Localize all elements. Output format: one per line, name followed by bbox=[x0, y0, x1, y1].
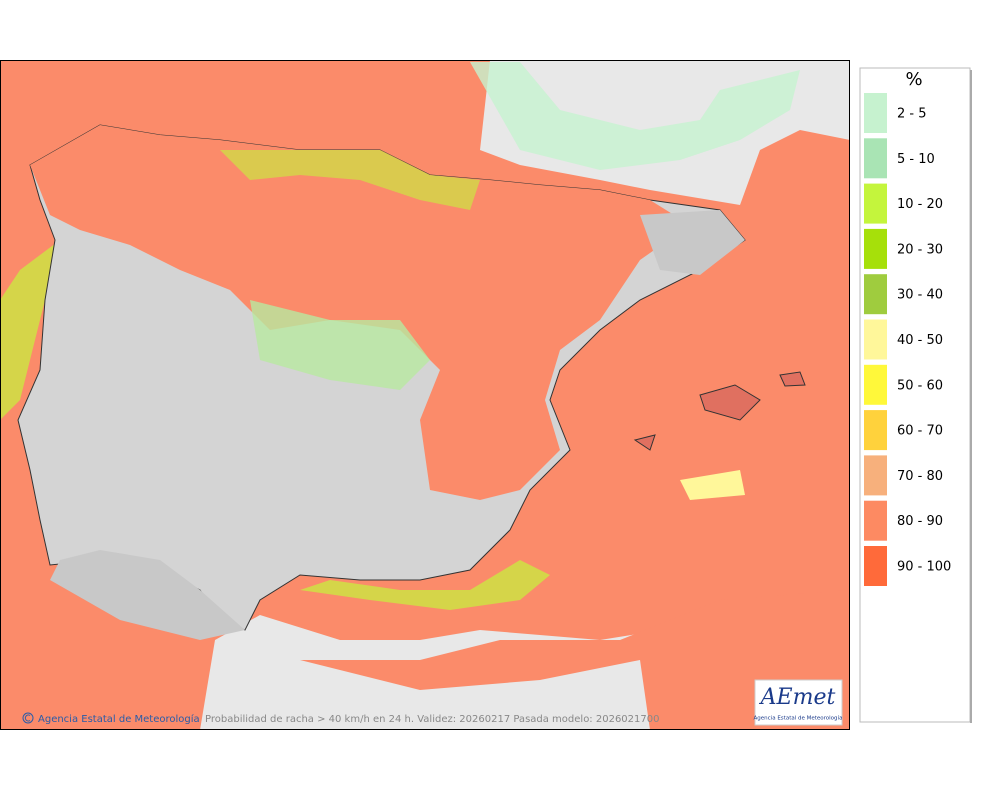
map-frame bbox=[0, 60, 850, 730]
logo-name: AEmet bbox=[759, 685, 836, 710]
sea-patch bbox=[680, 470, 745, 500]
africa-risk bbox=[300, 590, 850, 730]
legend-label: 5 - 10 bbox=[897, 152, 935, 167]
legend-label: 60 - 70 bbox=[897, 424, 943, 439]
logo-subtitle: Agencia Estatal de Meteorología bbox=[754, 715, 843, 722]
legend-swatch bbox=[864, 455, 887, 496]
catalonia bbox=[640, 210, 745, 275]
central-band bbox=[250, 300, 430, 390]
legend-label: 90 - 100 bbox=[897, 560, 951, 575]
france-band bbox=[470, 62, 800, 170]
legend-label: 70 - 80 bbox=[897, 469, 943, 484]
legend-swatch bbox=[864, 138, 887, 179]
legend-swatch bbox=[864, 546, 887, 586]
legend-label: 30 - 40 bbox=[897, 288, 943, 303]
copyright-icon-c bbox=[24, 714, 31, 722]
legend-swatch bbox=[864, 500, 887, 541]
legend-label: 40 - 50 bbox=[897, 333, 943, 348]
legend-swatch bbox=[864, 228, 887, 269]
legend-label: 50 - 60 bbox=[897, 378, 943, 393]
alboran-band bbox=[300, 560, 550, 610]
legend-label: 20 - 30 bbox=[897, 242, 943, 257]
cantabric-band bbox=[220, 150, 480, 210]
legend-swatch bbox=[864, 93, 887, 133]
caption: Probabilidad de racha > 40 km/h en 24 h.… bbox=[205, 714, 659, 725]
map bbox=[0, 60, 850, 730]
balearics bbox=[633, 371, 806, 451]
north-risk bbox=[30, 125, 690, 500]
legend-label: 80 - 90 bbox=[897, 514, 943, 529]
copyright-icon bbox=[22, 712, 34, 724]
legend-swatch bbox=[864, 364, 887, 405]
legend-swatch bbox=[864, 274, 887, 315]
legend-title: % bbox=[905, 69, 922, 90]
legend-swatch bbox=[864, 183, 887, 224]
legend-label: 10 - 20 bbox=[897, 197, 943, 212]
atlantic-band bbox=[0, 240, 60, 420]
legend-label: 2 - 5 bbox=[897, 107, 927, 122]
legend-swatch bbox=[864, 319, 887, 360]
south-west bbox=[50, 550, 245, 640]
legend-swatch bbox=[864, 410, 887, 451]
logo-box bbox=[754, 679, 843, 726]
legend-items: 2 - 5 5 - 10 10 - 20 20 - 30 30 - 40 40 - 50 5… bbox=[864, 93, 951, 586]
credit: Agencia Estatal de Meteorología bbox=[38, 713, 200, 725]
